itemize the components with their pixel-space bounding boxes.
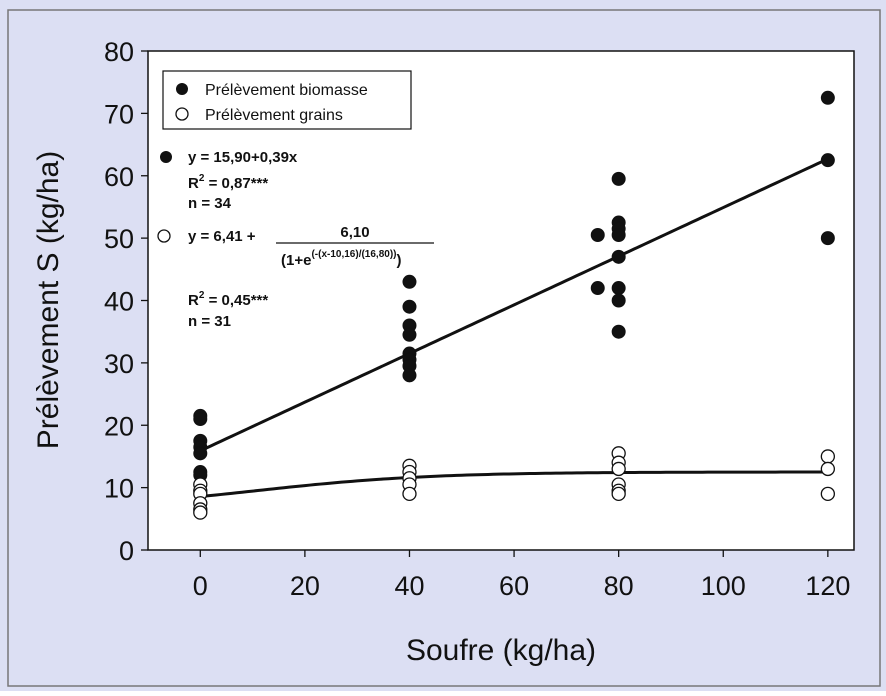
point-grains [193,505,208,520]
fit-line-series-0 [199,157,829,453]
figure-border [7,9,881,687]
fit-equations: y = 15,90+0,39x R2 = 0,87*** n = 34 y = … [157,149,434,330]
point-biomasse [820,90,835,105]
x-tick-label: 40 [394,571,424,601]
point-biomasse [402,368,417,383]
x-tick-label: 120 [805,571,850,601]
y-tick-label: 40 [104,287,134,317]
legend: Prélèvement biomasse Prélèvement grains [162,70,412,130]
point-biomasse [193,446,208,461]
y-tick-label: 60 [104,162,134,192]
x-tick-label: 100 [701,571,746,601]
point-biomasse [820,153,835,168]
y-tick-label: 70 [104,99,134,129]
point-biomasse [611,281,626,296]
equation-marker-biomasse [160,151,172,163]
legend-box [162,70,412,130]
y-tick-label: 30 [104,349,134,379]
point-grains [820,461,836,477]
x-tick-label: 20 [290,571,320,601]
legend-marker-biomasse [176,83,188,95]
point-biomasse [402,299,417,314]
equation-marker-grains [157,229,171,243]
point-grains [820,486,836,502]
point-biomasse [611,171,626,186]
x-tick-label: 80 [604,571,634,601]
equation-grains-prefix: y = 6,41 + [188,228,256,245]
point-biomasse [820,231,835,246]
point-biomasse [590,228,605,243]
point-biomasse [193,412,208,427]
equation-biomasse: y = 15,90+0,39x [188,149,298,166]
point-biomasse [402,327,417,342]
axis-ticks: 0 10 20 30 40 50 60 70 80 0 20 40 60 80 100 120 [104,37,850,601]
y-tick-label: 10 [104,474,134,504]
point-grains [611,461,626,477]
y-axis-title: Prélèvement S (kg/ha) [32,151,65,449]
plot-area [147,50,855,551]
x-tick-label: 60 [499,571,529,601]
equation-grains-numerator: 6,10 [340,224,369,241]
n-grains-label: n = 31 [188,313,231,330]
y-tick-label: 50 [104,224,134,254]
point-biomasse [402,274,417,289]
x-tick-label: 0 [193,571,208,601]
fit-line-series-1 [200,470,828,499]
legend-label-biomasse: Prélèvement biomasse [205,82,368,99]
fit-curves [199,157,829,499]
data-points [193,90,836,520]
point-biomasse [611,249,626,264]
r2-grains-label: R2 = 0,45*** [188,290,268,309]
r2-biomasse-label: R2 = 0,87*** [188,173,268,192]
y-tick-label: 0 [119,536,134,566]
point-biomasse [611,228,626,243]
legend-label-grains: Prélèvement grains [205,107,343,124]
y-tick-label: 80 [104,37,134,67]
point-biomasse [611,324,626,339]
legend-marker-grains [175,107,189,121]
point-grains [611,486,626,502]
point-biomasse [590,281,605,296]
x-axis-title: Soufre (kg/ha) [406,634,596,667]
n-biomasse-label: n = 34 [188,195,232,212]
point-grains [820,449,836,464]
equation-grains-denominator: (1+e(-(x-10,16)/(16,80))) [281,249,401,269]
y-tick-label: 20 [104,411,134,441]
point-biomasse [611,293,626,308]
point-grains [402,486,417,502]
